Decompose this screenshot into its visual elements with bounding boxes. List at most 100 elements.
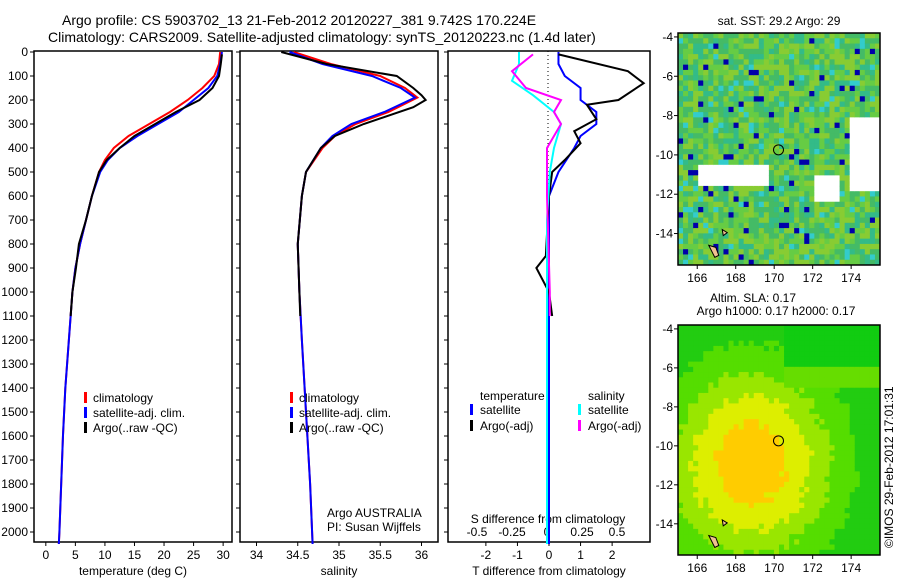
map-cell <box>814 212 820 219</box>
map-cell <box>779 254 785 261</box>
map-cell <box>713 492 719 498</box>
map-cell <box>678 91 684 97</box>
map-cell <box>819 154 825 161</box>
map-cell <box>678 335 684 342</box>
map-cell <box>824 382 830 389</box>
map-cell <box>859 325 866 331</box>
map-cell <box>829 101 836 108</box>
map-cell <box>763 85 770 92</box>
map-cell <box>763 170 770 176</box>
map-cell <box>708 154 714 161</box>
map-cell <box>864 460 871 467</box>
map-cell <box>728 460 735 467</box>
map-cell <box>698 372 704 378</box>
map-cell <box>743 54 750 60</box>
map-cell <box>733 175 740 182</box>
map-cell <box>733 492 740 498</box>
map-cell <box>728 351 735 357</box>
map-cell <box>743 424 750 431</box>
y-tick-label: 600 <box>8 189 28 203</box>
map-cell <box>693 429 699 436</box>
map-cell <box>738 64 745 71</box>
x-tick-label: 34 <box>250 548 264 562</box>
map-cell <box>743 471 750 478</box>
map-cell <box>814 471 820 478</box>
map-cell <box>688 212 694 219</box>
map-cell <box>733 429 740 436</box>
map-cell <box>874 228 881 234</box>
map-cell <box>819 377 825 383</box>
map-cell <box>728 455 735 462</box>
map-cell <box>784 54 790 60</box>
map-cell <box>708 424 714 431</box>
map-cell <box>874 335 881 342</box>
map-cell <box>728 340 735 347</box>
map-cell <box>713 117 719 124</box>
map-cell <box>748 424 755 431</box>
map-cell <box>874 507 881 514</box>
map-cell <box>854 424 861 431</box>
map-cell <box>859 497 866 504</box>
map-cell <box>713 175 719 182</box>
map-cell <box>748 69 755 76</box>
map-cell <box>859 85 866 92</box>
map-cell <box>718 549 724 556</box>
map-cell <box>789 217 795 224</box>
map-cell <box>804 340 810 347</box>
map-cell <box>784 549 790 556</box>
map-cell <box>869 143 876 150</box>
map-cell <box>804 185 810 192</box>
map-cell <box>844 445 851 451</box>
map-cell <box>819 330 825 336</box>
map-cell <box>703 106 709 113</box>
map-cell <box>819 38 825 45</box>
map-cell <box>728 122 735 129</box>
map-cell <box>794 80 800 87</box>
map-cell <box>779 212 785 219</box>
map-cell <box>768 377 775 383</box>
map-cell <box>723 455 729 462</box>
map-cell <box>738 96 745 103</box>
map-cell <box>804 117 810 124</box>
map-cell <box>683 106 689 113</box>
map-cell <box>738 361 745 368</box>
map-cell <box>753 434 760 441</box>
map-cell <box>784 238 790 245</box>
map-cell <box>768 507 775 514</box>
map-cell <box>743 80 750 87</box>
map-cell <box>819 54 825 60</box>
map-cell <box>814 351 820 357</box>
map-cell <box>718 351 724 357</box>
map-cell <box>728 233 735 240</box>
map-cell <box>738 48 745 55</box>
map-cell <box>753 80 760 87</box>
map-cell <box>874 471 881 478</box>
map-cell <box>688 372 694 378</box>
map-cell <box>688 392 694 399</box>
map-cell <box>703 518 709 525</box>
map-cell <box>703 233 709 240</box>
map-cell <box>773 534 780 540</box>
map-cell <box>834 429 841 436</box>
map-cell <box>779 513 785 519</box>
map-cell <box>743 85 750 92</box>
map-cell <box>693 217 699 224</box>
map-cell <box>763 191 770 197</box>
map-cell <box>834 513 841 519</box>
map-cell <box>753 492 760 498</box>
map-cell <box>799 143 805 150</box>
map-cell <box>869 154 876 161</box>
map-cell <box>688 466 694 472</box>
map-cell <box>869 117 876 124</box>
map-cell <box>844 54 851 60</box>
map-cell <box>723 138 729 145</box>
map-cell <box>859 335 866 342</box>
map-cell <box>713 201 719 208</box>
map-cell <box>713 154 719 161</box>
map-cell <box>824 69 830 76</box>
map-cell <box>794 481 800 488</box>
map-cell <box>718 159 724 166</box>
map-cell <box>794 159 800 166</box>
map-cell <box>864 351 871 357</box>
map-cell <box>683 340 689 347</box>
